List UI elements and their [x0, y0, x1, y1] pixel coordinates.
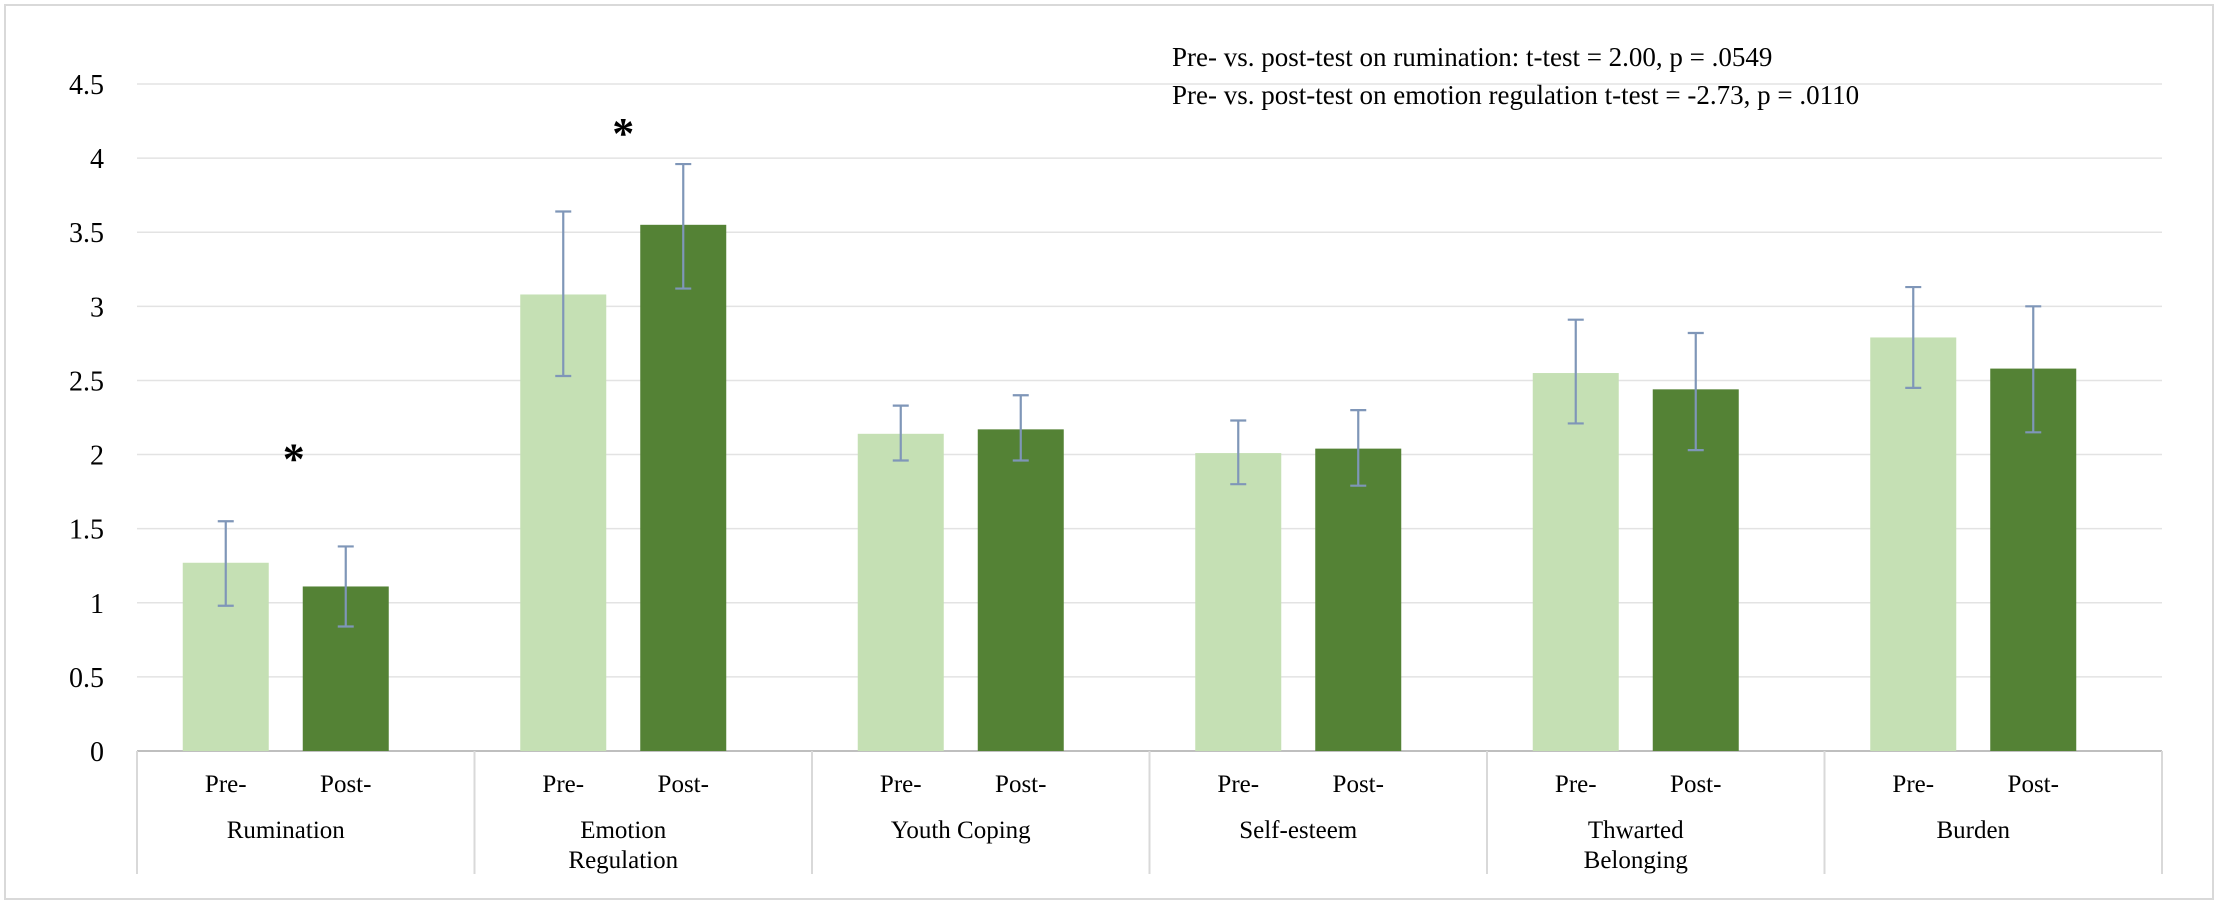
bar-pre: [1532, 373, 1619, 751]
group-label: Regulation: [568, 847, 678, 874]
group-label: Belonging: [1584, 847, 1689, 874]
category-sublabel: Post-: [2008, 771, 2059, 798]
bar-pre: [857, 433, 944, 751]
y-tick-label: 2.5: [69, 366, 104, 397]
y-tick-label: 3.5: [69, 218, 104, 249]
y-tick-label: 1: [90, 589, 104, 620]
category-sublabel: Pre-: [542, 771, 584, 798]
group-label: Burden: [1936, 817, 2010, 844]
bar-pre: [1870, 337, 1957, 751]
bar-post: [977, 429, 1064, 751]
bar-post: [1315, 448, 1402, 751]
y-tick-label: 3: [90, 292, 104, 323]
category-sublabel: Pre-: [1217, 771, 1259, 798]
group-label: Rumination: [227, 817, 346, 844]
test-annotation: Pre- vs. post-test on emotion regulation…: [1172, 80, 1859, 110]
category-sublabel: Post-: [320, 771, 371, 798]
bar-pre: [1195, 453, 1282, 751]
category-sublabel: Pre-: [880, 771, 922, 798]
y-tick-label: 0: [90, 737, 104, 768]
category-sublabel: Post-: [1670, 771, 1721, 798]
group-label: Self-esteem: [1239, 817, 1358, 844]
group-label: Youth Coping: [891, 817, 1031, 844]
y-tick-label: 2: [90, 441, 104, 472]
category-sublabel: Post-: [1333, 771, 1384, 798]
category-sublabel: Pre-: [1892, 771, 1934, 798]
y-tick-label: 0.5: [69, 663, 104, 694]
group-label: Emotion: [580, 817, 667, 844]
y-tick-label: 4: [90, 144, 104, 175]
y-tick-label: 1.5: [69, 515, 104, 546]
category-sublabel: Post-: [658, 771, 709, 798]
bar-post: [640, 224, 727, 752]
test-annotation: Pre- vs. post-test on rumination: t-test…: [1172, 42, 1772, 72]
significance-star: *: [612, 109, 634, 158]
category-sublabel: Post-: [995, 771, 1046, 798]
category-sublabel: Pre-: [1555, 771, 1597, 798]
group-label: Thwarted: [1588, 817, 1684, 844]
category-sublabel: Pre-: [205, 771, 247, 798]
y-tick-label: 4.5: [69, 70, 104, 101]
significance-star: *: [283, 434, 305, 483]
